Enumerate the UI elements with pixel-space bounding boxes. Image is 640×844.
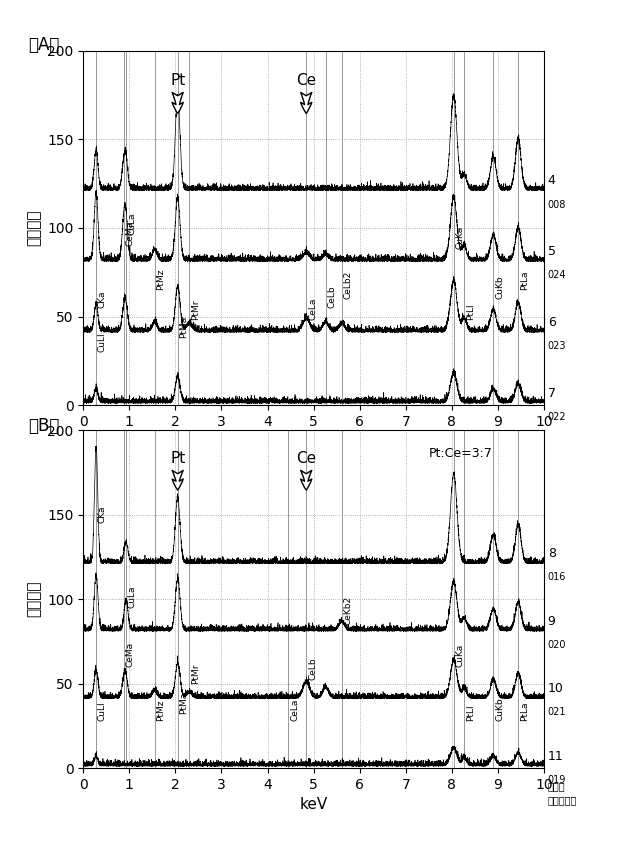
Text: Ce: Ce — [296, 451, 316, 466]
Text: グラウンド: グラウンド — [548, 795, 577, 805]
Text: CuLI: CuLI — [98, 701, 107, 721]
Text: 023: 023 — [548, 341, 566, 351]
Text: Pt:Ce=3:7: Pt:Ce=3:7 — [429, 447, 493, 460]
Text: 6: 6 — [548, 316, 556, 329]
Text: CuKb: CuKb — [495, 697, 504, 721]
Text: 7: 7 — [548, 387, 556, 400]
X-axis label: keV: keV — [300, 435, 328, 449]
Text: 024: 024 — [548, 270, 566, 280]
Text: CuKa: CuKa — [456, 226, 465, 249]
Text: CeMa: CeMa — [125, 220, 134, 246]
Text: 021: 021 — [548, 707, 566, 717]
Text: 5: 5 — [548, 245, 556, 258]
Text: 022: 022 — [548, 412, 566, 422]
Text: 4: 4 — [548, 174, 556, 187]
Text: PtMr: PtMr — [191, 663, 200, 684]
Text: CeLa: CeLa — [308, 298, 317, 320]
Text: （B）: （B） — [28, 417, 60, 435]
Text: PtLa: PtLa — [520, 701, 529, 721]
Text: PtLa: PtLa — [520, 270, 529, 289]
Text: CuKa: CuKa — [456, 643, 465, 667]
Text: CeKb2: CeKb2 — [344, 595, 353, 625]
Text: Pt: Pt — [170, 451, 186, 466]
Text: CuKb: CuKb — [495, 275, 504, 299]
Text: PtLI: PtLI — [466, 304, 475, 320]
Text: 016: 016 — [548, 572, 566, 582]
Text: 019: 019 — [548, 775, 566, 785]
Text: CuLI: CuLI — [98, 333, 107, 352]
Text: CeLb: CeLb — [308, 657, 317, 680]
Text: PtMa: PtMa — [179, 316, 189, 338]
Text: CuLa: CuLa — [128, 213, 137, 235]
Text: CKa: CKa — [98, 506, 107, 523]
Text: PtMa: PtMa — [179, 692, 189, 714]
Text: PtLI: PtLI — [466, 704, 475, 721]
Text: 11: 11 — [548, 750, 563, 763]
Text: 10: 10 — [548, 683, 564, 695]
Y-axis label: カウント: カウント — [26, 581, 42, 618]
Text: 8: 8 — [548, 548, 556, 560]
Text: CuLa: CuLa — [128, 585, 137, 608]
Y-axis label: カウント: カウント — [26, 209, 42, 246]
Text: Pt: Pt — [170, 73, 186, 88]
Text: CeLb2: CeLb2 — [344, 271, 353, 299]
Text: PtMz: PtMz — [156, 700, 166, 721]
X-axis label: keV: keV — [300, 798, 328, 812]
Text: （A）: （A） — [28, 36, 60, 55]
Text: CeLa: CeLa — [290, 698, 299, 721]
Text: PtMz: PtMz — [156, 268, 166, 289]
Text: CeMa: CeMa — [125, 641, 134, 667]
Text: Ce: Ce — [296, 73, 316, 88]
Text: バック: バック — [548, 782, 565, 792]
Text: 9: 9 — [548, 615, 556, 628]
Text: CeLb: CeLb — [328, 285, 337, 308]
Text: PtMr: PtMr — [191, 300, 200, 320]
Text: 020: 020 — [548, 640, 566, 650]
Text: 008: 008 — [548, 199, 566, 209]
Text: CKa: CKa — [98, 290, 107, 308]
